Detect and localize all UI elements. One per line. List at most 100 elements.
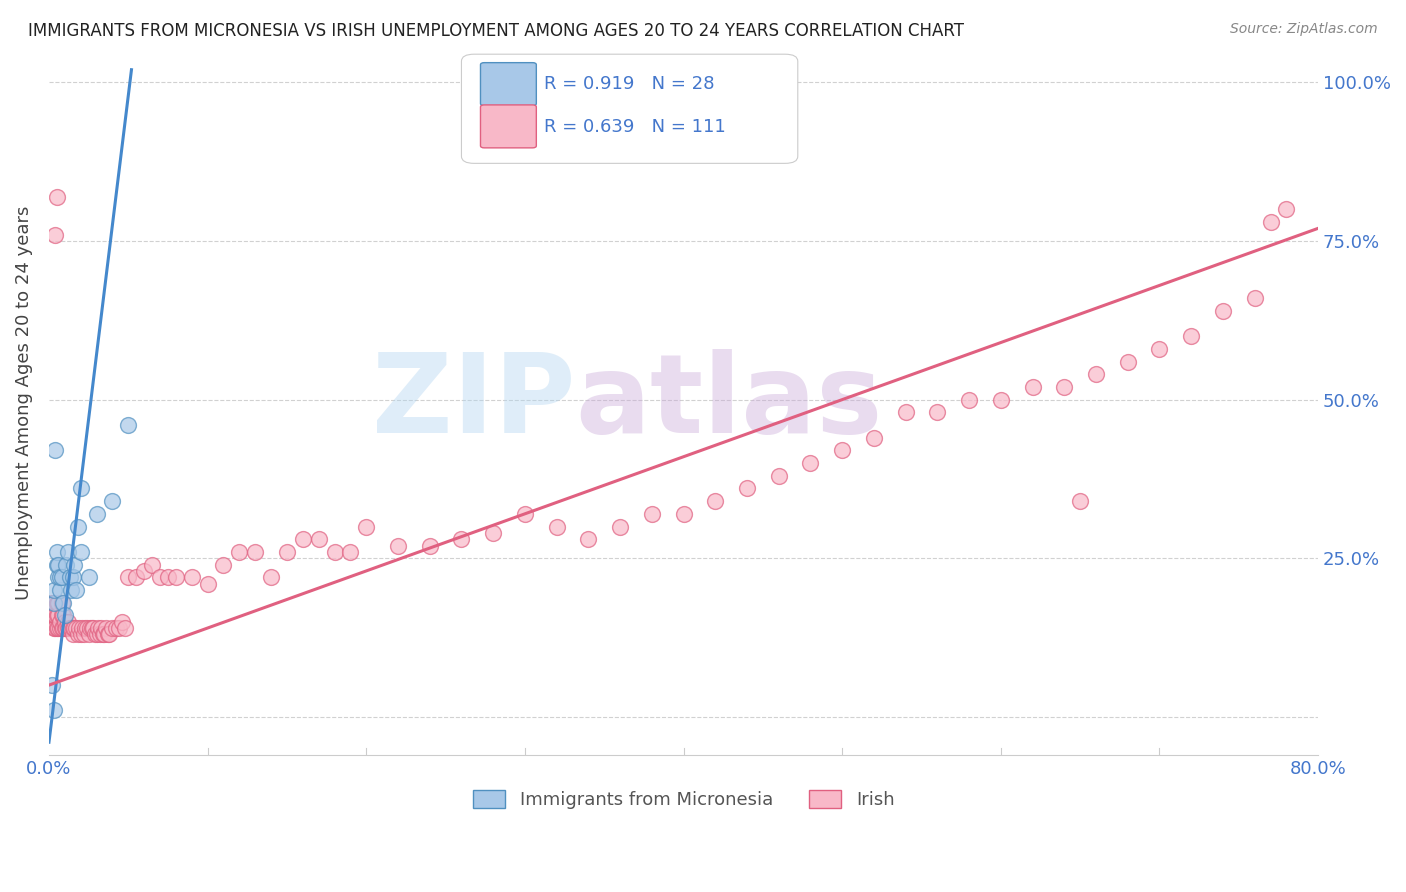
FancyBboxPatch shape: [481, 105, 536, 148]
Point: [41, 608, 63, 623]
Point: [1260, 215, 1282, 229]
Point: [101, 494, 124, 508]
Point: [672, 507, 695, 521]
Point: [990, 392, 1012, 407]
Point: [76, 621, 98, 635]
Point: [141, 558, 163, 572]
Point: [212, 558, 235, 572]
Point: [41, 615, 63, 629]
Point: [704, 494, 727, 508]
Point: [180, 570, 202, 584]
Point: [609, 519, 631, 533]
Point: [1021, 380, 1043, 394]
Point: [117, 417, 139, 432]
Point: [60, 621, 83, 635]
Point: [957, 392, 980, 407]
Point: [49, 621, 72, 635]
Point: [107, 621, 129, 635]
Text: ZIP: ZIP: [373, 350, 575, 457]
Point: [69, 627, 91, 641]
Point: [62, 627, 84, 641]
Point: [48, 621, 70, 635]
Point: [41, 678, 63, 692]
Point: [45, 608, 67, 623]
Point: [197, 576, 219, 591]
Point: [45, 596, 67, 610]
Point: [245, 545, 267, 559]
Point: [1275, 202, 1298, 217]
Point: [66, 627, 89, 641]
Point: [228, 545, 250, 559]
Point: [58, 570, 80, 584]
Point: [79, 621, 101, 635]
Point: [576, 532, 599, 546]
Point: [42, 582, 65, 597]
Point: [62, 621, 84, 635]
Point: [97, 627, 120, 641]
Point: [927, 405, 949, 419]
Point: [55, 621, 77, 635]
Point: [831, 443, 853, 458]
Point: [339, 545, 361, 559]
Point: [69, 545, 91, 559]
Point: [49, 570, 72, 584]
Point: [56, 621, 79, 635]
Point: [45, 545, 67, 559]
Point: [165, 570, 187, 584]
Point: [75, 621, 97, 635]
Point: [308, 532, 330, 546]
Point: [72, 621, 94, 635]
Point: [260, 570, 283, 584]
Point: [87, 621, 110, 635]
Point: [291, 532, 314, 546]
Point: [42, 704, 65, 718]
Point: [66, 519, 89, 533]
Point: [90, 621, 112, 635]
Point: [42, 621, 65, 635]
Point: [1069, 494, 1091, 508]
Point: [799, 456, 821, 470]
Point: [48, 596, 70, 610]
Point: [1053, 380, 1076, 394]
Point: [94, 621, 117, 635]
Point: [39, 596, 62, 610]
Text: R = 0.919   N = 28: R = 0.919 N = 28: [544, 76, 714, 94]
Point: [55, 558, 77, 572]
Point: [1180, 329, 1202, 343]
Point: [894, 405, 917, 419]
Point: [1116, 354, 1139, 368]
Point: [735, 482, 758, 496]
Point: [53, 615, 76, 629]
Point: [65, 582, 87, 597]
Point: [51, 621, 73, 635]
Point: [41, 602, 63, 616]
Point: [546, 519, 568, 533]
Point: [89, 627, 111, 641]
Point: [44, 608, 66, 623]
Point: [482, 525, 505, 540]
Point: [513, 507, 536, 521]
Point: [156, 570, 179, 584]
Point: [73, 627, 96, 641]
Point: [125, 570, 148, 584]
Point: [51, 608, 73, 623]
FancyBboxPatch shape: [481, 62, 536, 105]
Point: [42, 608, 65, 623]
Point: [52, 621, 75, 635]
Point: [863, 431, 886, 445]
Point: [80, 621, 103, 635]
Point: [101, 621, 124, 635]
Point: [134, 564, 156, 578]
Point: [56, 545, 79, 559]
Point: [63, 621, 86, 635]
Point: [48, 558, 70, 572]
Point: [1085, 368, 1108, 382]
Point: [51, 596, 73, 610]
Point: [48, 608, 70, 623]
Point: [768, 468, 790, 483]
Point: [276, 545, 298, 559]
Point: [77, 627, 100, 641]
Point: [86, 507, 108, 521]
Point: [49, 615, 72, 629]
Point: [77, 570, 100, 584]
